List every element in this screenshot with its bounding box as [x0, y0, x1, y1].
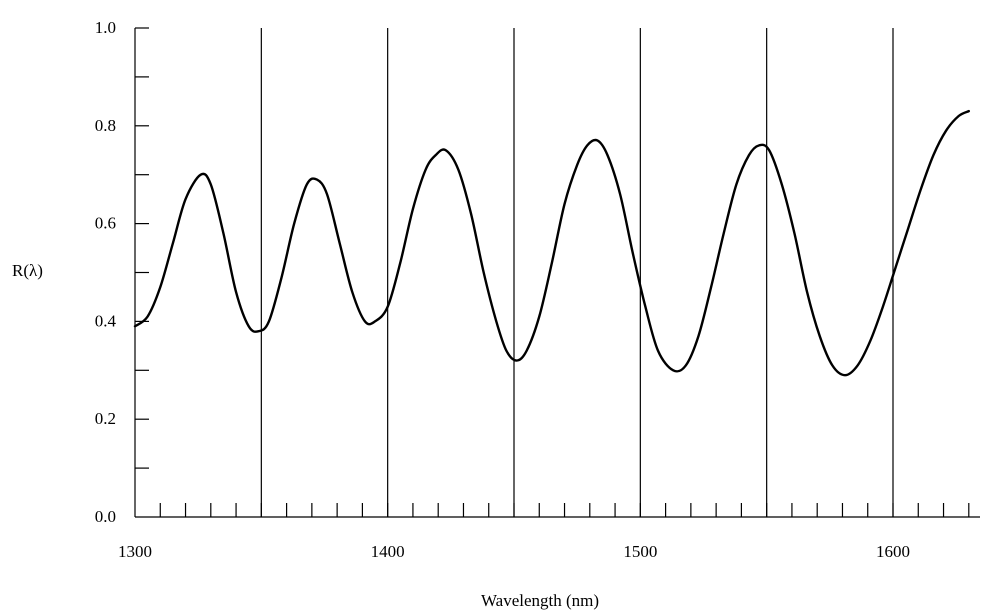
y-tick-labels: 0.0 0.2 0.4 0.6 0.8 1.0: [95, 18, 117, 526]
y-ticks: [135, 27, 149, 469]
y-tick-label-0.6: 0.6: [95, 214, 116, 233]
x-tick-labels: 1300 1400 1500 1600: [118, 542, 910, 561]
series-line-reflectance: [133, 109, 970, 377]
x-tick-label-1500: 1500: [623, 542, 657, 561]
x-tick-label-1300: 1300: [118, 542, 152, 561]
y-axis-label: R(λ): [12, 261, 43, 280]
y-tick-label-0.8: 0.8: [95, 116, 116, 135]
y-tick-label-1.0: 1.0: [95, 18, 116, 37]
y-tick-label-0.4: 0.4: [95, 311, 117, 330]
x-tick-label-1400: 1400: [371, 542, 405, 561]
x-ticks: [159, 503, 970, 517]
y-tick-label-0.0: 0.0: [95, 507, 116, 526]
x-tick-label-1600: 1600: [876, 542, 910, 561]
vertical-lines: [260, 28, 894, 517]
x-axis-label: Wavelength (nm): [481, 591, 599, 610]
y-tick-label-0.2: 0.2: [95, 409, 116, 428]
